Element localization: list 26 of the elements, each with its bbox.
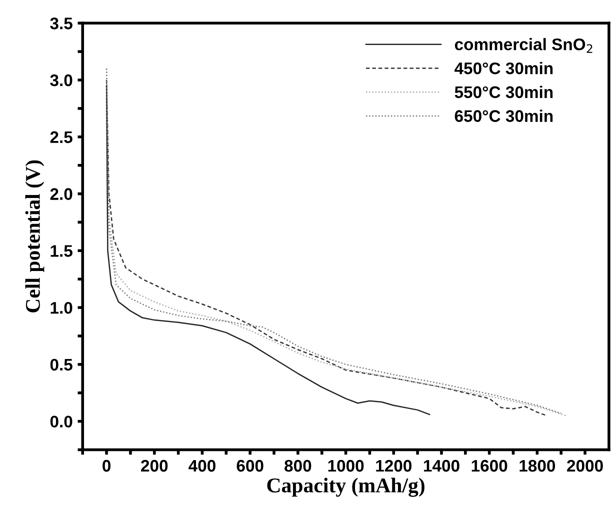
y-tick-label: 3.0 xyxy=(50,74,72,86)
x-tick-label: 2000 xyxy=(567,460,603,472)
y-tick-label: 3.5 xyxy=(50,18,72,30)
legend-label: 550°C 30min xyxy=(454,86,553,98)
x-axis-title: Capacity (mAh/g) xyxy=(267,478,424,497)
x-tick-label: 200 xyxy=(141,460,168,472)
x-tick-label: 0 xyxy=(102,460,110,472)
x-tick-label: 1600 xyxy=(472,460,508,472)
y-tick-label: 2.5 xyxy=(50,131,72,144)
y-axis-title: Cell potential (V) xyxy=(25,160,44,312)
x-tick-label: 400 xyxy=(188,460,216,472)
x-tick-label: 1000 xyxy=(328,460,364,472)
x-tick-label: 1800 xyxy=(520,460,556,472)
x-tick-label: 1200 xyxy=(376,460,412,472)
y-tick-label: 1.5 xyxy=(50,245,72,257)
y-tick-label: 1.0 xyxy=(50,302,72,314)
y-tick-label: 2.0 xyxy=(50,188,72,200)
x-tick-label: 800 xyxy=(284,460,312,472)
legend-label: 450°C 30min xyxy=(454,62,553,74)
legend-label: 650°C 30min xyxy=(454,110,553,122)
legend-label: commercial SnO$_{2}$ xyxy=(454,38,592,53)
x-tick-label: 1400 xyxy=(424,460,460,472)
y-tick-label: 0.0 xyxy=(50,416,72,428)
line-series xyxy=(106,85,430,416)
y-tick-label: 0.5 xyxy=(50,358,72,371)
x-tick-label: 600 xyxy=(236,460,264,472)
